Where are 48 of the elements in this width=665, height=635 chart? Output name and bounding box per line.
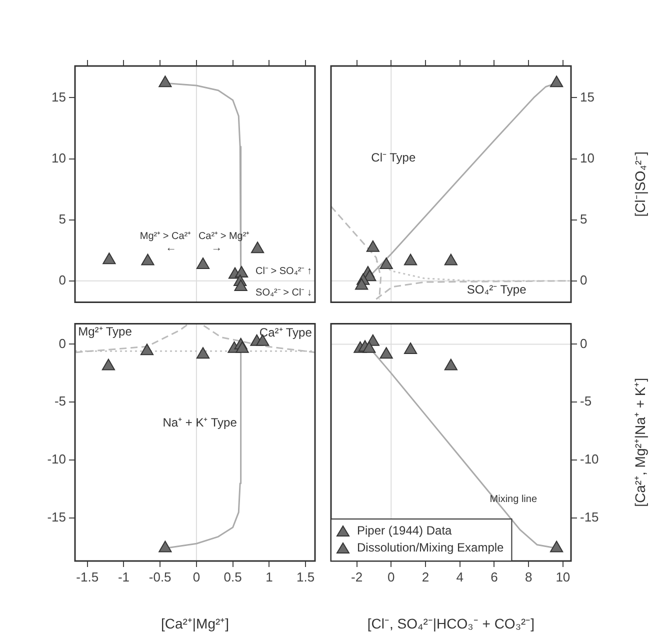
x-tick-label: 4 [456, 569, 464, 584]
x-tick-label: -0.5 [148, 569, 172, 584]
x-tick-label: 0.5 [224, 569, 242, 584]
annotation: SO₄²⁻ Type [466, 282, 527, 297]
annotation: Na⁺ + K⁺ Type [162, 416, 238, 430]
x-tick-label: 6 [490, 569, 498, 584]
y-tick-label: -15 [580, 510, 599, 525]
x-tick-label: 8 [524, 569, 532, 584]
x-tick-label: 1.5 [296, 569, 315, 584]
y-tick-label: -5 [580, 394, 592, 409]
legend-label: Dissolution/Mixing Example [357, 540, 504, 554]
x-tick-label: 10 [556, 569, 570, 584]
y-tick-label: 10 [52, 150, 66, 166]
annotation: Ca²⁺ Type [259, 326, 312, 340]
y-tick-label: 0 [58, 272, 66, 288]
y-tick-label: 0 [580, 272, 588, 288]
legend-label: Piper (1944) Data [357, 523, 452, 538]
x-tick-label: 2 [422, 569, 430, 584]
x-axis-title: [Ca²⁺|Mg²⁺] [160, 615, 230, 632]
y-tick-label: 15 [52, 89, 66, 104]
x-tick-label: -1 [118, 569, 130, 584]
x-tick-label: 0 [192, 569, 200, 584]
y-tick-label: 0 [580, 336, 588, 351]
annotation: Cl⁻ > SO₄²⁻ ↑ [256, 266, 312, 278]
y-tick-label: -10 [47, 452, 66, 467]
y-tick-label: 10 [580, 150, 594, 166]
annotation: ← [166, 242, 176, 254]
annotation: Cl⁻ Type [371, 150, 416, 164]
annotation: Mixing line [490, 494, 538, 506]
y-tick-label: 15 [580, 89, 594, 104]
annotation: Ca²⁺ > Mg²⁺ [198, 230, 250, 242]
y-tick-label: -10 [580, 452, 599, 467]
x-tick-label: 1 [266, 569, 273, 584]
y-tick-label: 0 [58, 336, 66, 351]
x-tick-label: -2 [350, 569, 363, 584]
annotation: SO₄²⁻ > Cl⁻ ↓ [256, 288, 312, 298]
y-axis-title: [Ca²⁺, Mg²⁺|Na⁺ + K⁺] [632, 378, 648, 507]
x-tick-label: -1.5 [76, 569, 99, 584]
y-tick-label: 5 [58, 211, 66, 226]
annotation: Mg²⁺ Type [78, 324, 132, 338]
y-axis-title: [Cl⁻|SO₄²⁻] [632, 151, 648, 217]
annotation: Mg²⁺ > Ca²⁺ [140, 230, 192, 242]
y-tick-label: 5 [580, 211, 588, 226]
y-tick-label: -5 [54, 394, 66, 409]
x-axis-title: [Cl⁻, SO₄²⁻|HCO₃⁻ + CO₃²⁻] [367, 615, 535, 632]
x-tick-label: 0 [388, 569, 395, 584]
annotation: → [211, 242, 222, 254]
y-tick-label: -15 [47, 510, 66, 525]
